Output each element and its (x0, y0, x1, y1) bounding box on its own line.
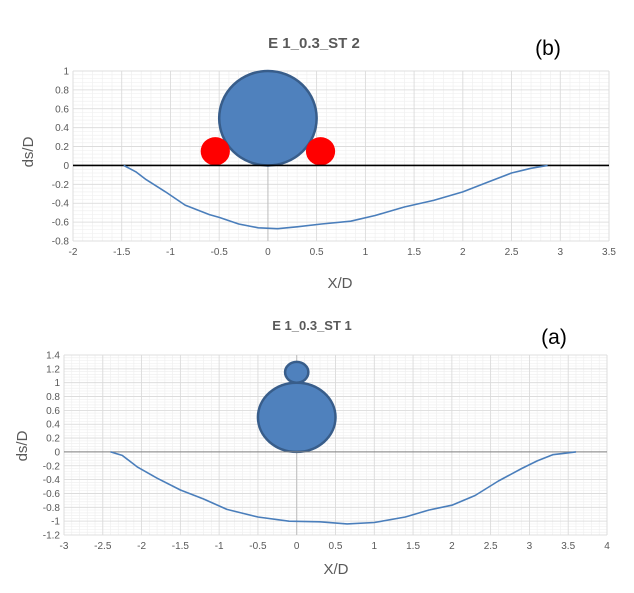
x-tick-label: -3 (60, 541, 69, 552)
y-tick-label: -0.6 (52, 218, 70, 229)
y-tick-label: 0.8 (55, 85, 69, 96)
x-tick-label: 3.5 (561, 541, 575, 552)
y-axis-label-b: ds/D (20, 136, 37, 167)
y-tick-label: 1.2 (46, 364, 60, 375)
x-tick-label: -2.5 (94, 541, 112, 552)
y-tick-label: 0.4 (55, 123, 69, 134)
x-tick-label: -1 (215, 541, 224, 552)
y-tick-label: -0.8 (52, 237, 70, 248)
x-tick-label: 1.5 (407, 247, 421, 258)
x-tick-label: 3 (557, 247, 563, 258)
y-tick-label: -0.6 (43, 489, 61, 500)
x-tick-label: 0 (294, 541, 300, 552)
chart-title-a: E 1_0.3_ST 1 (272, 318, 352, 333)
y-axis-label-a: ds/D (14, 430, 31, 461)
scour-profile-line-a (110, 451, 577, 525)
x-tick-label: 0 (265, 247, 271, 258)
y-tick-label: 0.2 (55, 142, 69, 153)
plot-area-b: -2 -1.5 -1 -0.5 0 0.5 1 1.5 2 2.5 3 3.5 1 0.8 0.6 0.4 0.… (52, 67, 617, 259)
y-tick-label: 0 (63, 161, 69, 172)
x-axis-label-b: X/D (327, 275, 352, 292)
x-tick-label: -0.5 (211, 247, 229, 258)
y-tick-label: 0.8 (46, 392, 60, 403)
red-cylinder-b (200, 137, 230, 166)
x-tick-label: -0.5 (249, 541, 267, 552)
y-tick-label: -1.2 (43, 531, 61, 542)
major-grid-a (63, 354, 608, 536)
x-tick-label: -1.5 (113, 247, 131, 258)
panel-label-a: (a) (541, 326, 567, 349)
x-tick-label: -2 (69, 247, 78, 258)
minor-grid-b (72, 70, 610, 242)
x-tick-label: 2.5 (505, 247, 519, 258)
y-tick-label: 1 (54, 378, 60, 389)
x-tick-label: 1.5 (406, 541, 420, 552)
x-axis-label-a: X/D (323, 561, 348, 578)
y-tick-label: 0.4 (46, 420, 60, 431)
blue-cylinder-a (256, 381, 337, 454)
y-tick-label: -0.2 (52, 180, 70, 191)
y-tick-label: -0.4 (43, 475, 61, 486)
y-tick-label: 1.4 (46, 351, 60, 362)
x-tick-label: 2.5 (484, 541, 498, 552)
x-tick-label: 0.5 (329, 541, 343, 552)
panel-b: E 1_0.3_ST 2 (b) ds/D X/D -2 -1.5 -1 -0.5 0 0… (20, 35, 616, 292)
chart-title-b: E 1_0.3_ST 2 (268, 35, 360, 52)
blue-cylinder-a (283, 360, 310, 384)
scour-profile-line-b (123, 164, 548, 230)
x-tick-label: 4 (604, 541, 610, 552)
y-tick-label: 0 (54, 447, 60, 458)
red-cylinder-b (305, 137, 336, 166)
panel-a: E 1_0.3_ST 1 (a) ds/D X/D -3 -2.5 -2 -1.5 -1… (14, 318, 610, 578)
x-tick-label: -1.5 (172, 541, 190, 552)
x-tick-label: 0.5 (310, 247, 324, 258)
x-tick-label: 1 (372, 541, 378, 552)
x-tick-label: 3 (527, 541, 533, 552)
y-tick-label: 0.6 (55, 104, 69, 115)
x-tick-label: -2 (137, 541, 146, 552)
x-tick-label: 2 (449, 541, 455, 552)
y-tick-label: -0.4 (52, 199, 70, 210)
x-tick-label: -1 (166, 247, 175, 258)
y-tick-label: -0.2 (43, 461, 61, 472)
y-tick-label: -0.8 (43, 503, 61, 514)
y-tick-label: 0.2 (46, 434, 60, 445)
x-tick-label: 3.5 (602, 247, 616, 258)
x-tick-label: 1 (363, 247, 369, 258)
plot-area-a: -3 -2.5 -2 -1.5 -1 -0.5 0 0.5 1 1.5 2 2.5 3 3.5 4 1.4 1.… (43, 351, 610, 553)
x-tick-label: 2 (460, 247, 466, 258)
y-tick-label: 0.6 (46, 406, 60, 417)
y-tick-label: 1 (63, 67, 69, 78)
major-grid-b (72, 70, 610, 242)
y-tick-label: -1 (51, 517, 60, 528)
blue-cylinder-b (217, 69, 318, 167)
panel-label-b: (b) (535, 37, 561, 60)
